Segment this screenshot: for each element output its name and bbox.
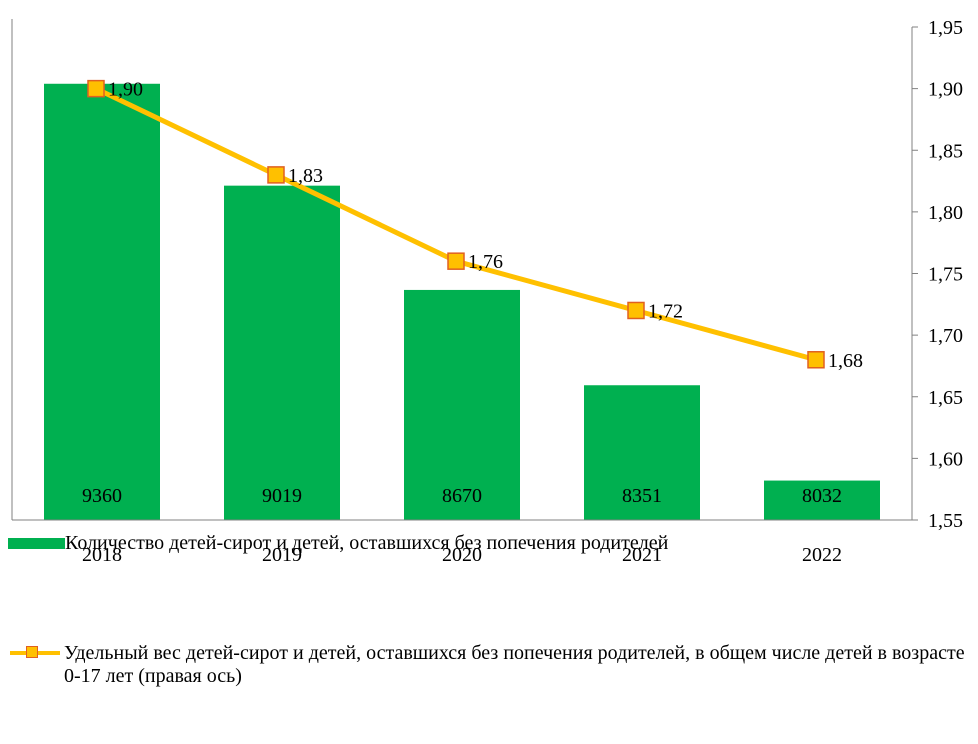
legend-bar-swatch: [8, 538, 65, 549]
x-axis-tick-label: 2021: [622, 544, 662, 566]
x-axis-tick-label: 2018: [82, 544, 122, 566]
bar-value-label: 8670: [442, 485, 482, 507]
right-axis-tick-label: 1,80: [928, 202, 963, 224]
bar: [764, 480, 880, 520]
line-value-label: 1,68: [828, 350, 863, 372]
legend-bar-label: Количество детей-сирот и детей, оставших…: [65, 532, 669, 554]
legend-line-label: Удельный вес детей-сирот и детей, оставш…: [64, 642, 965, 687]
legend-bar-entry: Количество детей-сирот и детей, оставших…: [8, 532, 668, 555]
bar-value-label: 8032: [802, 485, 842, 507]
line-value-label: 1,72: [648, 300, 683, 322]
right-axis-tick-label: 1,85: [928, 140, 963, 162]
chart-plot: 1,55 1,60 1,65 1,70 1,75 1,80 1,85 1,90 1,95 2018…: [11, 17, 963, 566]
legend-line-entry: Удельный вес детей-сирот и детей, оставш…: [8, 642, 974, 688]
line-point-marker: [627, 301, 645, 320]
bar-value-label: 8351: [622, 485, 662, 507]
bar-value-label: 9360: [82, 485, 122, 507]
line-point-marker: [87, 79, 105, 98]
bar: [404, 289, 520, 520]
right-axis-tick-label: 1,65: [928, 387, 963, 409]
right-axis-tick-label: 1,95: [928, 17, 963, 39]
line-point-marker: [447, 252, 465, 270]
line-value-label: 1,83: [288, 165, 323, 187]
right-axis-tick-label: 1,55: [928, 510, 963, 532]
x-axis-tick-label: 2022: [802, 544, 842, 566]
labels-layer: 9360 9019 8670 8351 8032 1,90 1,83 1,76 1,72 1,68: [82, 79, 863, 507]
line-value-label: 1,90: [108, 79, 143, 101]
bar: [224, 185, 340, 520]
bar: [584, 385, 700, 520]
axes-layer: 1,55 1,60 1,65 1,70 1,75 1,80 1,85 1,90 1,95 2018…: [11, 17, 963, 566]
right-axis-tick-label: 1,70: [928, 325, 963, 347]
bar: [44, 83, 160, 520]
legend-line-swatch: [8, 642, 60, 665]
x-axis-tick-label: 2020: [442, 544, 482, 566]
legend-line-marker-icon: [26, 646, 38, 658]
bars-layer: [44, 83, 880, 520]
right-axis-tick-label: 1,90: [928, 79, 963, 101]
right-axis-tick-label: 1,75: [928, 264, 963, 286]
line-layer: [87, 79, 825, 369]
bar-value-label: 9019: [262, 485, 302, 507]
right-axis-tick-label: 1,60: [928, 448, 963, 470]
x-axis-tick-label: 2019: [262, 544, 302, 566]
line-point-marker: [807, 351, 825, 369]
line-value-label: 1,76: [468, 251, 503, 273]
line-point-marker: [267, 166, 285, 184]
